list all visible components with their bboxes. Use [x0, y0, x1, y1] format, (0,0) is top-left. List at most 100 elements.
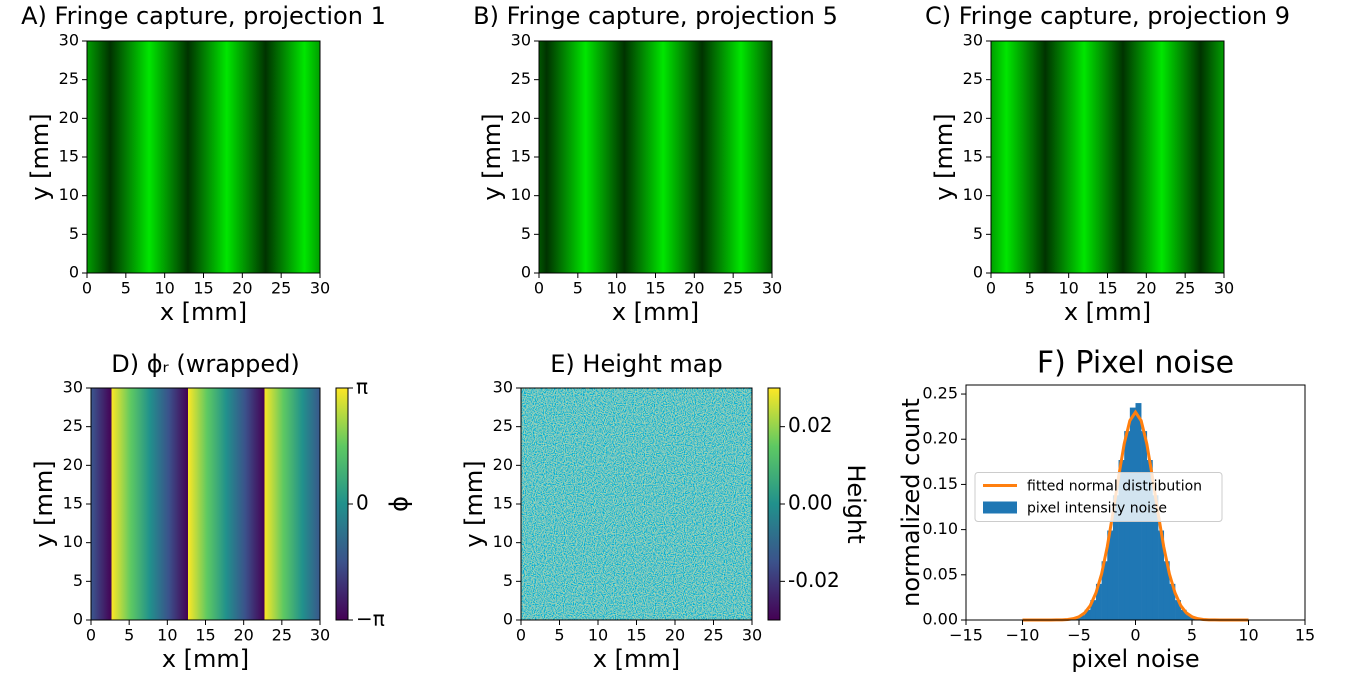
x-tick-label: 10	[1058, 279, 1078, 298]
fringe-image	[539, 41, 772, 273]
x-tick-label: 25	[723, 279, 743, 298]
x-tick-label: 5	[1025, 279, 1035, 298]
x-tick-label: 30	[1214, 279, 1234, 298]
x-tick-label: 20	[233, 626, 253, 645]
y-tick-label: 5	[503, 571, 513, 590]
x-tick-label: 0	[534, 279, 544, 298]
y-tick-label: 0	[973, 263, 983, 282]
x-tick-label: 30	[310, 279, 330, 298]
y-tick-label: 25	[963, 69, 983, 88]
y-tick-label: 15	[59, 147, 79, 166]
y-tick-label: 0.25	[922, 384, 958, 403]
y-tick-label: 30	[59, 31, 79, 50]
phase-image	[91, 388, 320, 620]
y-tick-label: 15	[511, 147, 531, 166]
x-tick-label: 10	[606, 279, 626, 298]
y-tick-label: 0	[69, 263, 79, 282]
y-tick-label: 25	[59, 69, 79, 88]
legend-swatch	[983, 502, 1017, 514]
y-tick-label: 5	[73, 571, 83, 590]
fringe-image	[991, 41, 1224, 273]
panel-title: C) Fringe capture, projection 9	[925, 2, 1290, 30]
x-tick-label: 15	[1295, 626, 1315, 645]
x-tick-label: 0	[82, 279, 92, 298]
y-tick-label: 25	[63, 416, 83, 435]
colorbar-tick-label: -0.02	[788, 568, 840, 592]
colorbar-tick-label: π	[356, 375, 368, 399]
x-tick-label: 20	[665, 626, 685, 645]
y-tick-label: 30	[493, 378, 513, 397]
y-tick-label: 10	[59, 185, 79, 204]
y-axis-label: normalized count	[897, 398, 925, 607]
colorbar	[768, 388, 780, 620]
x-tick-label: 30	[742, 626, 762, 645]
x-tick-label: 10	[154, 279, 174, 298]
x-tick-label: 25	[1175, 279, 1195, 298]
colorbar-label: Height	[842, 464, 870, 543]
y-tick-label: 0.05	[922, 564, 958, 583]
y-tick-label: 0	[503, 610, 513, 629]
y-tick-label: 10	[963, 185, 983, 204]
y-tick-label: 15	[963, 147, 983, 166]
x-axis-label: x [mm]	[612, 298, 699, 326]
y-tick-label: 0.10	[922, 519, 958, 538]
x-tick-label: 15	[193, 279, 213, 298]
y-tick-label: 0.00	[922, 610, 958, 629]
y-tick-label: 30	[511, 31, 531, 50]
y-tick-label: 5	[69, 224, 79, 243]
y-tick-label: 0	[521, 263, 531, 282]
panel-title: B) Fringe capture, projection 5	[473, 2, 838, 30]
y-axis-label: y [mm]	[460, 460, 488, 547]
x-tick-label: 20	[1136, 279, 1156, 298]
x-tick-label: 30	[762, 279, 782, 298]
x-tick-label: 5	[124, 626, 134, 645]
y-tick-label: 10	[511, 185, 531, 204]
x-tick-label: 5	[554, 626, 564, 645]
x-tick-label: 5	[121, 279, 131, 298]
x-tick-label: 15	[195, 626, 215, 645]
y-tick-label: 30	[63, 378, 83, 397]
x-axis-label: x [mm]	[593, 645, 680, 673]
histogram-bar	[1124, 431, 1130, 620]
y-tick-label: 5	[973, 224, 983, 243]
y-tick-label: 15	[63, 494, 83, 513]
x-axis-label: pixel noise	[1071, 645, 1199, 673]
colorbar-tick-label: −π	[356, 607, 385, 631]
legend-label: fitted normal distribution	[1027, 479, 1202, 495]
y-tick-label: 25	[493, 416, 513, 435]
panel-title: D) ϕᵣ (wrapped)	[111, 350, 300, 378]
x-tick-label: 30	[310, 626, 330, 645]
x-axis-label: x [mm]	[162, 645, 249, 673]
y-tick-label: 15	[493, 494, 513, 513]
y-tick-label: 10	[493, 532, 513, 551]
y-tick-label: 25	[511, 69, 531, 88]
x-tick-label: 0	[1130, 626, 1140, 645]
y-tick-label: 20	[963, 108, 983, 127]
x-tick-label: 10	[588, 626, 608, 645]
legend-label: pixel intensity noise	[1027, 501, 1167, 517]
x-tick-label: −5	[1067, 626, 1091, 645]
colorbar-tick-label: 0.00	[788, 491, 833, 515]
x-tick-label: 0	[986, 279, 996, 298]
x-tick-label: 20	[232, 279, 252, 298]
y-tick-label: 30	[963, 31, 983, 50]
y-tick-label: 20	[59, 108, 79, 127]
y-tick-label: 0	[73, 610, 83, 629]
x-tick-label: 15	[1097, 279, 1117, 298]
y-tick-label: 10	[63, 532, 83, 551]
y-axis-label: y [mm]	[478, 113, 506, 200]
x-tick-label: 20	[684, 279, 704, 298]
x-tick-label: 10	[1238, 626, 1258, 645]
x-tick-label: 10	[157, 626, 177, 645]
height-image	[521, 388, 752, 620]
y-tick-label: 20	[63, 455, 83, 474]
x-tick-label: −10	[1006, 626, 1040, 645]
y-tick-label: 20	[511, 108, 531, 127]
y-tick-label: 5	[521, 224, 531, 243]
x-tick-label: 5	[573, 279, 583, 298]
y-axis-label: y [mm]	[26, 113, 54, 200]
colorbar	[336, 388, 348, 620]
x-axis-label: x [mm]	[1064, 298, 1151, 326]
x-tick-label: 0	[86, 626, 96, 645]
y-axis-label: y [mm]	[930, 113, 958, 200]
